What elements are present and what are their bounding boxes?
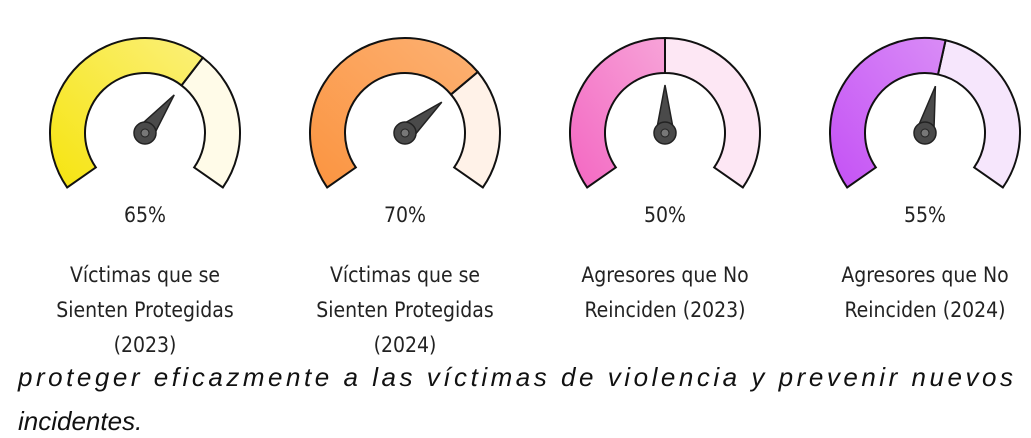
label-background	[45, 252, 245, 361]
label-background	[565, 252, 765, 326]
paragraph-line: incidentes.	[18, 406, 142, 436]
gauge-track	[664, 36, 761, 189]
needle-pin	[920, 128, 930, 138]
gauge-track	[936, 39, 1021, 189]
gauge-label: Reinciden (2024)	[844, 298, 1005, 322]
needle-pin	[400, 128, 410, 138]
value-label: 70%	[384, 203, 426, 227]
paragraph-line: proteger eficazmente a las víctimas de v…	[17, 362, 1013, 392]
needle-pin	[660, 128, 670, 138]
gauge-fill	[569, 36, 666, 189]
gauge-label: Agresores que No	[581, 263, 748, 287]
gauge-fill	[829, 37, 947, 189]
gauge-label: Sienten Protegidas	[316, 298, 493, 322]
gauge-track	[180, 56, 241, 189]
value-label: 50%	[644, 203, 686, 227]
gauge-fill	[49, 37, 205, 189]
gauge-track	[449, 70, 501, 189]
gauge-label: Reinciden (2023)	[584, 298, 745, 322]
gauge-label: Agresores que No	[841, 263, 1008, 287]
gauge-fill	[309, 37, 480, 189]
label-background	[305, 252, 505, 361]
gauge-label: Víctimas que se	[330, 263, 480, 287]
gauge-label: Sienten Protegidas	[56, 298, 233, 322]
gauge-label: (2024)	[374, 333, 437, 357]
label-background	[825, 252, 1025, 326]
gauge-label: (2023)	[114, 333, 177, 357]
value-label: 55%	[904, 203, 946, 227]
gauge-label: Víctimas que se	[70, 263, 220, 287]
value-label: 65%	[124, 203, 166, 227]
needle-pin	[140, 128, 150, 138]
